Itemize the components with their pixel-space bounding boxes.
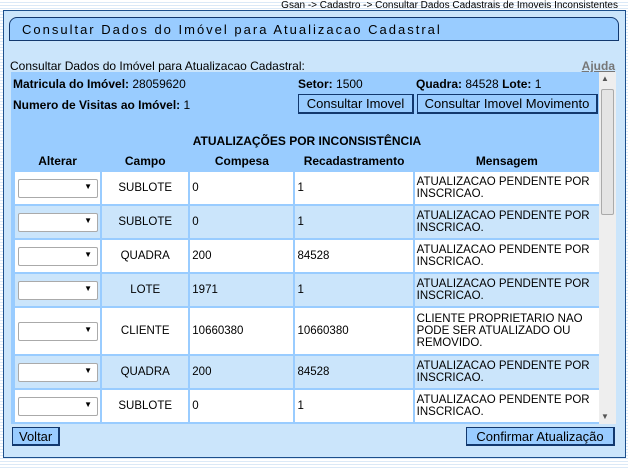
chevron-down-icon: ▼ <box>84 249 92 259</box>
quadra-lote-info: Quadra: 84528 Lote: 1 <box>416 77 541 91</box>
chevron-down-icon: ▼ <box>84 324 92 334</box>
alterar-cell: ▼ <box>15 206 101 238</box>
table-row: ▼ SUBLOTE 0 1 ATUALIZACAO PENDENTE POR I… <box>15 390 599 422</box>
table-row: ▼ CLIENTE 10660380 10660380 CLIENTE PROP… <box>15 308 599 354</box>
mensagem-cell: CLIENTE PROPRIETARIO NAO PODE SER ATUALI… <box>414 308 599 354</box>
alterar-cell: ▼ <box>15 308 101 354</box>
setor-info: Setor: 1500 <box>298 77 363 91</box>
lote-label: Lote: <box>502 77 532 91</box>
table-title: ATUALIZAÇÕES POR INCONSISTÊNCIA <box>15 132 599 150</box>
recadastramento-cell: 84528 <box>295 356 413 388</box>
visitas-label: Numero de Visitas ao Imóvel: <box>13 98 181 112</box>
alterar-cell: ▼ <box>15 240 101 272</box>
alterar-cell: ▼ <box>15 172 101 204</box>
alterar-select[interactable]: ▼ <box>18 321 98 341</box>
lote-value: 1 <box>534 77 542 91</box>
page-title: Consultar Dados do Imóvel para Atualizac… <box>9 17 619 41</box>
alterar-select[interactable]: ▼ <box>18 396 98 416</box>
visitas-info: Numero de Visitas ao Imóvel: 1 <box>13 98 190 112</box>
confirmar-atualizacao-button[interactable]: Confirmar Atualização <box>466 427 615 446</box>
mensagem-cell: ATUALIZACAO PENDENTE POR INSCRICAO. <box>414 274 599 306</box>
campo-cell: CLIENTE <box>102 308 189 354</box>
campo-cell: SUBLOTE <box>102 390 189 422</box>
recadastramento-cell: 10660380 <box>295 308 413 354</box>
chevron-down-icon: ▼ <box>84 399 92 409</box>
column-header: Alterar <box>15 152 101 170</box>
alterar-select[interactable]: ▼ <box>18 280 98 300</box>
compesa-cell: 10660380 <box>190 308 294 354</box>
setor-value: 1500 <box>336 77 363 91</box>
table-row: ▼ LOTE 1971 1 ATUALIZACAO PENDENTE POR I… <box>15 274 599 306</box>
compesa-cell: 0 <box>190 390 294 422</box>
setor-label: Setor: <box>298 77 333 91</box>
campo-cell: LOTE <box>102 274 189 306</box>
alterar-cell: ▼ <box>15 390 101 422</box>
matricula-info: Matricula do Imóvel: 28059620 <box>13 77 186 91</box>
inconsistency-table: ATUALIZAÇÕES POR INCONSISTÊNCIA Alterar C… <box>13 130 601 424</box>
consultar-imovel-movimento-button[interactable]: Consultar Imovel Movimento <box>417 94 598 114</box>
quadra-label: Quadra: <box>416 77 463 91</box>
alterar-cell: ▼ <box>15 274 101 306</box>
scroll-area: Matricula do Imóvel: 28059620 Setor: 150… <box>11 72 616 424</box>
voltar-button[interactable]: Voltar <box>12 427 61 446</box>
matricula-label: Matricula do Imóvel: <box>13 77 130 91</box>
recadastramento-cell: 1 <box>295 172 413 204</box>
alterar-select[interactable]: ▼ <box>18 178 98 198</box>
campo-cell: QUADRA <box>102 240 189 272</box>
breadcrumb: Gsan -> Cadastro -> Consultar Dados Cada… <box>281 0 618 11</box>
compesa-cell: 200 <box>190 240 294 272</box>
mensagem-cell: ATUALIZACAO PENDENTE POR INSCRICAO. <box>414 172 599 204</box>
column-header: Compesa <box>190 152 294 170</box>
scroll-up-icon[interactable]: ▲ <box>601 74 609 83</box>
chevron-down-icon: ▼ <box>84 365 92 375</box>
matricula-value: 28059620 <box>132 77 186 91</box>
chevron-down-icon: ▼ <box>84 215 92 225</box>
column-header: Mensagem <box>414 152 599 170</box>
compesa-cell: 0 <box>190 172 294 204</box>
table-row: ▼ QUADRA 200 84528 ATUALIZACAO PENDENTE … <box>15 356 599 388</box>
quadra-value: 84528 <box>465 77 499 91</box>
alterar-select[interactable]: ▼ <box>18 212 98 232</box>
recadastramento-cell: 1 <box>295 274 413 306</box>
table-row: ▼ SUBLOTE 0 1 ATUALIZACAO PENDENTE POR I… <box>15 206 599 238</box>
scroll-down-icon[interactable]: ▼ <box>601 412 609 421</box>
scrollbar-thumb[interactable] <box>601 89 614 215</box>
chevron-down-icon: ▼ <box>84 283 92 293</box>
recadastramento-cell: 1 <box>295 390 413 422</box>
column-header: Campo <box>102 152 189 170</box>
compesa-cell: 1971 <box>190 274 294 306</box>
campo-cell: QUADRA <box>102 356 189 388</box>
chevron-down-icon: ▼ <box>84 181 92 191</box>
compesa-cell: 0 <box>190 206 294 238</box>
column-header: Recadastramento <box>295 152 413 170</box>
table-row: ▼ SUBLOTE 0 1 ATUALIZACAO PENDENTE POR I… <box>15 172 599 204</box>
mensagem-cell: ATUALIZACAO PENDENTE POR INSCRICAO. <box>414 206 599 238</box>
consultar-imovel-button[interactable]: Consultar Imovel <box>298 94 414 114</box>
recadastramento-cell: 1 <box>295 206 413 238</box>
alterar-cell: ▼ <box>15 356 101 388</box>
intro-text: Consultar Dados do Imóvel para Atualizac… <box>10 59 305 73</box>
alterar-select[interactable]: ▼ <box>18 362 98 382</box>
mensagem-cell: ATUALIZACAO PENDENTE POR INSCRICAO. <box>414 240 599 272</box>
campo-cell: SUBLOTE <box>102 206 189 238</box>
main-panel: Consultar Dados do Imóvel para Atualizac… <box>3 10 626 458</box>
help-link[interactable]: Ajuda <box>581 59 615 73</box>
alterar-select[interactable]: ▼ <box>18 246 98 266</box>
compesa-cell: 200 <box>190 356 294 388</box>
table-row: ▼ QUADRA 200 84528 ATUALIZACAO PENDENTE … <box>15 240 599 272</box>
recadastramento-cell: 84528 <box>295 240 413 272</box>
mensagem-cell: ATUALIZACAO PENDENTE POR INSCRICAO. <box>414 390 599 422</box>
visitas-value: 1 <box>183 98 191 112</box>
mensagem-cell: ATUALIZACAO PENDENTE POR INSCRICAO. <box>414 356 599 388</box>
campo-cell: SUBLOTE <box>102 172 189 204</box>
